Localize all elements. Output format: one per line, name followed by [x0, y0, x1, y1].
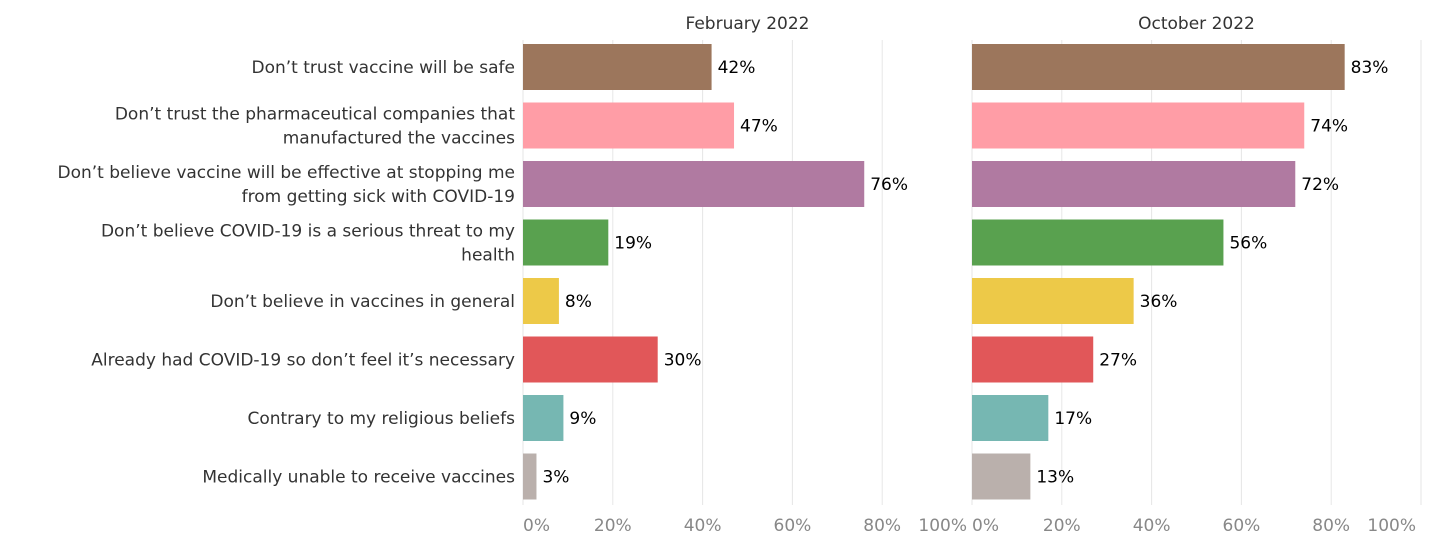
- bar: [972, 44, 1345, 90]
- category-label: Medically unable to receive vaccines: [202, 468, 515, 488]
- x-tick-label: 80%: [863, 516, 901, 536]
- data-label: 30%: [664, 351, 702, 371]
- category-label: health: [461, 246, 515, 266]
- panel-title: February 2022: [686, 14, 810, 34]
- bar: [972, 278, 1134, 324]
- category-label: Don’t believe in vaccines in general: [210, 292, 515, 312]
- category-label: Don’t believe COVID-19 is a serious thre…: [101, 222, 515, 242]
- data-label: 72%: [1301, 175, 1339, 195]
- bar: [972, 336, 1094, 383]
- bar: [523, 219, 609, 266]
- bar: [523, 102, 735, 149]
- category-label: Already had COVID-19 so don’t feel it’s …: [91, 351, 515, 371]
- x-tick-label: 40%: [684, 516, 722, 536]
- bar: [972, 219, 1224, 266]
- x-tick-label: 40%: [1133, 516, 1171, 536]
- bar: [972, 102, 1305, 149]
- data-label: 42%: [718, 58, 756, 78]
- data-label: 36%: [1140, 292, 1178, 312]
- data-label: 3%: [542, 468, 569, 488]
- data-label: 8%: [565, 292, 592, 312]
- category-label: from getting sick with COVID-19: [242, 187, 515, 207]
- bar: [523, 395, 564, 441]
- x-tick-label: 20%: [1043, 516, 1081, 536]
- data-label: 56%: [1229, 234, 1267, 254]
- x-tick-label: 0%: [972, 516, 999, 536]
- bar: [972, 395, 1049, 441]
- bar: [972, 161, 1296, 207]
- data-label: 9%: [569, 409, 596, 429]
- x-tick-label: 60%: [1223, 516, 1261, 536]
- panel-title: October 2022: [1138, 14, 1255, 34]
- data-label: 27%: [1099, 351, 1137, 371]
- panel: October 2022 83% 74% 72% 56% 36% 27% 17% 13%: [972, 14, 1388, 500]
- category-label: Don’t trust the pharmaceutical companies…: [115, 105, 515, 125]
- data-label: 17%: [1054, 409, 1092, 429]
- bar: [523, 336, 658, 383]
- panels: February 2022 42% 47% 76% 19% 8% 30% 9% 3% Octobe…: [523, 14, 1388, 500]
- data-label: 13%: [1036, 468, 1074, 488]
- x-tick-label: 20%: [594, 516, 632, 536]
- x-tick-label: 100%: [918, 516, 967, 536]
- bar: [972, 453, 1031, 500]
- bar: [523, 44, 712, 90]
- category-label: manufactured the vaccines: [283, 129, 515, 149]
- category-labels: Don’t trust vaccine will be safe Don’t tr…: [58, 58, 516, 488]
- x-tick-label: 100%: [1367, 516, 1416, 536]
- data-label: 83%: [1351, 58, 1389, 78]
- bar: [523, 453, 537, 500]
- x-tick-label: 0%: [523, 516, 550, 536]
- data-label: 74%: [1310, 117, 1348, 137]
- data-label: 47%: [740, 117, 778, 137]
- category-label: Contrary to my religious beliefs: [247, 409, 515, 429]
- data-label: 76%: [870, 175, 908, 195]
- data-label: 19%: [614, 234, 652, 254]
- category-label: Don’t trust vaccine will be safe: [252, 58, 515, 78]
- panel: February 2022 42% 47% 76% 19% 8% 30% 9% 3%: [523, 14, 908, 500]
- bar: [523, 278, 559, 324]
- x-tick-label: 60%: [774, 516, 812, 536]
- category-label: Don’t believe vaccine will be effective …: [58, 163, 515, 183]
- x-tick-label: 80%: [1312, 516, 1350, 536]
- bar: [523, 161, 865, 207]
